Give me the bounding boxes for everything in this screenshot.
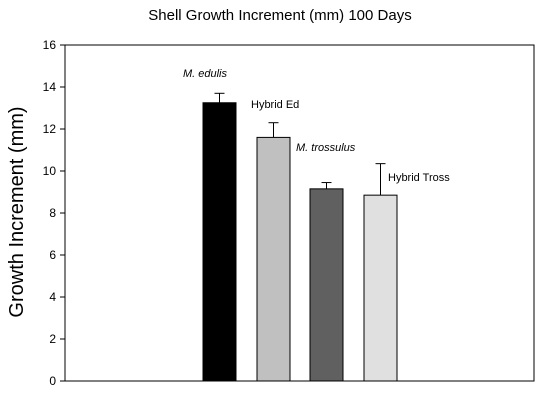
y-tick-label: 2 xyxy=(49,332,56,346)
bar-label: M. trossulus xyxy=(296,142,356,154)
error-bar xyxy=(321,182,332,189)
error-bar xyxy=(268,122,279,138)
y-axis: 0 2 4 6 8 10 12 14 16 xyxy=(43,38,65,388)
bar-label: Hybrid Tross xyxy=(388,172,450,184)
chart-title: Shell Growth Increment (mm) 100 Days xyxy=(148,7,411,24)
bar xyxy=(363,194,398,382)
y-axis-label: Growth Increment (mm) xyxy=(6,106,28,317)
bar-labels: M. edulis Hybrid Ed M. trossulus Hybrid Tro… xyxy=(183,68,450,184)
plot-frame xyxy=(64,44,535,382)
error-bar xyxy=(214,92,225,103)
y-tick-label: 16 xyxy=(43,38,57,52)
bar xyxy=(202,102,237,382)
bar-label: Hybrid Ed xyxy=(251,99,299,111)
y-tick-label: 6 xyxy=(49,248,56,262)
bars xyxy=(202,102,398,382)
y-tick-label: 0 xyxy=(49,374,56,388)
y-tick-label: 4 xyxy=(49,290,56,304)
bar xyxy=(256,136,291,382)
y-tick-label: 14 xyxy=(43,80,57,94)
y-tick-label: 10 xyxy=(43,164,57,178)
bar xyxy=(309,188,344,382)
y-tick-label: 12 xyxy=(43,122,57,136)
y-tick-label: 8 xyxy=(49,206,56,220)
bar-label: M. edulis xyxy=(183,68,228,80)
error-bar xyxy=(375,163,386,196)
error-bars xyxy=(214,92,386,196)
